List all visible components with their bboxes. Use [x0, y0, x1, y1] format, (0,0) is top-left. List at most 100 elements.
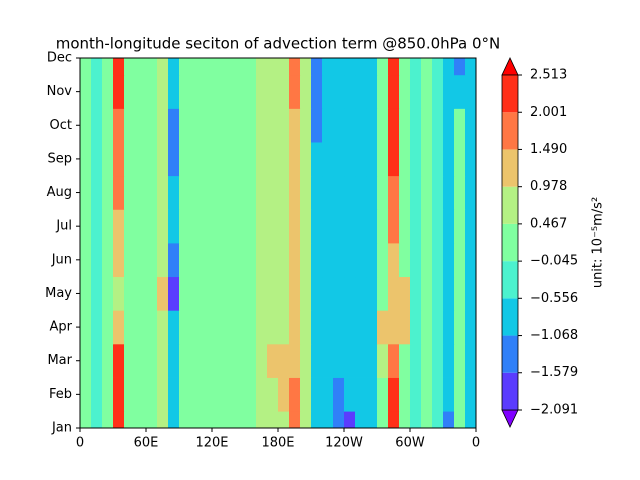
contour-cell [179, 209, 191, 244]
contour-cell [223, 175, 235, 210]
contour-cell [421, 142, 433, 177]
contour-cell [124, 343, 136, 378]
contour-cell [432, 142, 444, 177]
contour-cell [146, 243, 158, 278]
contour-cell [80, 74, 92, 109]
contour-cell [102, 108, 114, 143]
contour-cell [256, 343, 268, 378]
contour-cell [322, 58, 334, 76]
colorbar-band [502, 261, 518, 299]
contour-cell [201, 343, 213, 378]
contour-cell [377, 243, 389, 278]
contour-cell [300, 108, 312, 143]
contour-cell [311, 142, 323, 177]
colorbar-band [502, 75, 518, 113]
contour-cell [410, 209, 422, 244]
contour-cell [190, 276, 202, 311]
contour-cell [377, 310, 389, 345]
contour-cell [443, 310, 455, 345]
contour-cell [157, 142, 169, 177]
contour-cell [399, 276, 411, 311]
contour-cell [333, 310, 345, 345]
contour-cell [80, 243, 92, 278]
contour-cell [322, 209, 334, 244]
contour-cell [256, 276, 268, 311]
contour-cell [212, 243, 224, 278]
contour-cell [113, 58, 125, 76]
contour-cell [80, 276, 92, 311]
colorbar-extend-high [501, 57, 519, 76]
contour-cell [201, 377, 213, 412]
contour-cell [355, 108, 367, 143]
contour-cell [135, 343, 147, 378]
contour-cell [366, 175, 378, 210]
contour-cell [80, 377, 92, 412]
contour-cell [366, 243, 378, 278]
contour-cell [311, 108, 323, 143]
contour-cell [201, 243, 213, 278]
contour-cell [333, 142, 345, 177]
colorbar-band [502, 372, 518, 410]
colorbar-tick-label: −0.556 [530, 291, 578, 306]
contour-cell [179, 411, 191, 429]
colorbar-band [502, 335, 518, 373]
contour-cell [201, 108, 213, 143]
contour-cell [344, 108, 356, 143]
colorbar-tick-label: −2.091 [530, 403, 578, 418]
contour-cell [432, 175, 444, 210]
contour-cell [322, 310, 334, 345]
contour-cell [377, 343, 389, 378]
contour-cell [278, 243, 290, 278]
contour-cell [234, 276, 246, 311]
contour-cell [388, 377, 400, 412]
contour-cell [289, 377, 301, 412]
contour-cell [234, 377, 246, 412]
contour-cell [311, 74, 323, 109]
y-tick-label: Oct [50, 118, 72, 133]
y-tick-label: Aug [47, 185, 72, 200]
contour-cell [443, 58, 455, 76]
colorbar-tick-label: 2.001 [530, 105, 567, 120]
contour-cell [245, 209, 257, 244]
contour-cell [135, 74, 147, 109]
contour-cell [465, 142, 477, 177]
contour-cell [168, 310, 180, 345]
contour-cell [212, 108, 224, 143]
contour-cell [278, 209, 290, 244]
y-tick-label: Sep [47, 151, 72, 166]
contour-cell [300, 209, 312, 244]
contour-cell [421, 310, 433, 345]
contour-cell [124, 108, 136, 143]
contour-cell [399, 377, 411, 412]
contour-cell [113, 411, 125, 429]
contour-cell [212, 74, 224, 109]
contour-cell [333, 175, 345, 210]
contour-cell [91, 209, 103, 244]
contour-cell [168, 142, 180, 177]
contour-cell [223, 276, 235, 311]
contour-cell [157, 74, 169, 109]
contour-cell [223, 411, 235, 429]
contour-cell [443, 108, 455, 143]
colorbar-tick-label: −1.579 [530, 365, 578, 380]
contour-cell [157, 108, 169, 143]
contour-cell [443, 243, 455, 278]
contour-cell [311, 377, 323, 412]
contour-cell [344, 343, 356, 378]
contour-cell [311, 343, 323, 378]
contour-cell [212, 209, 224, 244]
contour-cell [113, 108, 125, 143]
contour-cell [124, 209, 136, 244]
contour-cell [179, 343, 191, 378]
contour-cell [366, 209, 378, 244]
contour-cell [432, 74, 444, 109]
contour-cell [223, 58, 235, 76]
contour-cell [278, 58, 290, 76]
contour-cell [410, 343, 422, 378]
contour-cell [245, 243, 257, 278]
contour-cell [201, 310, 213, 345]
contour-cell [80, 142, 92, 177]
contour-cell [465, 243, 477, 278]
contour-cell [399, 343, 411, 378]
contour-cell [377, 209, 389, 244]
